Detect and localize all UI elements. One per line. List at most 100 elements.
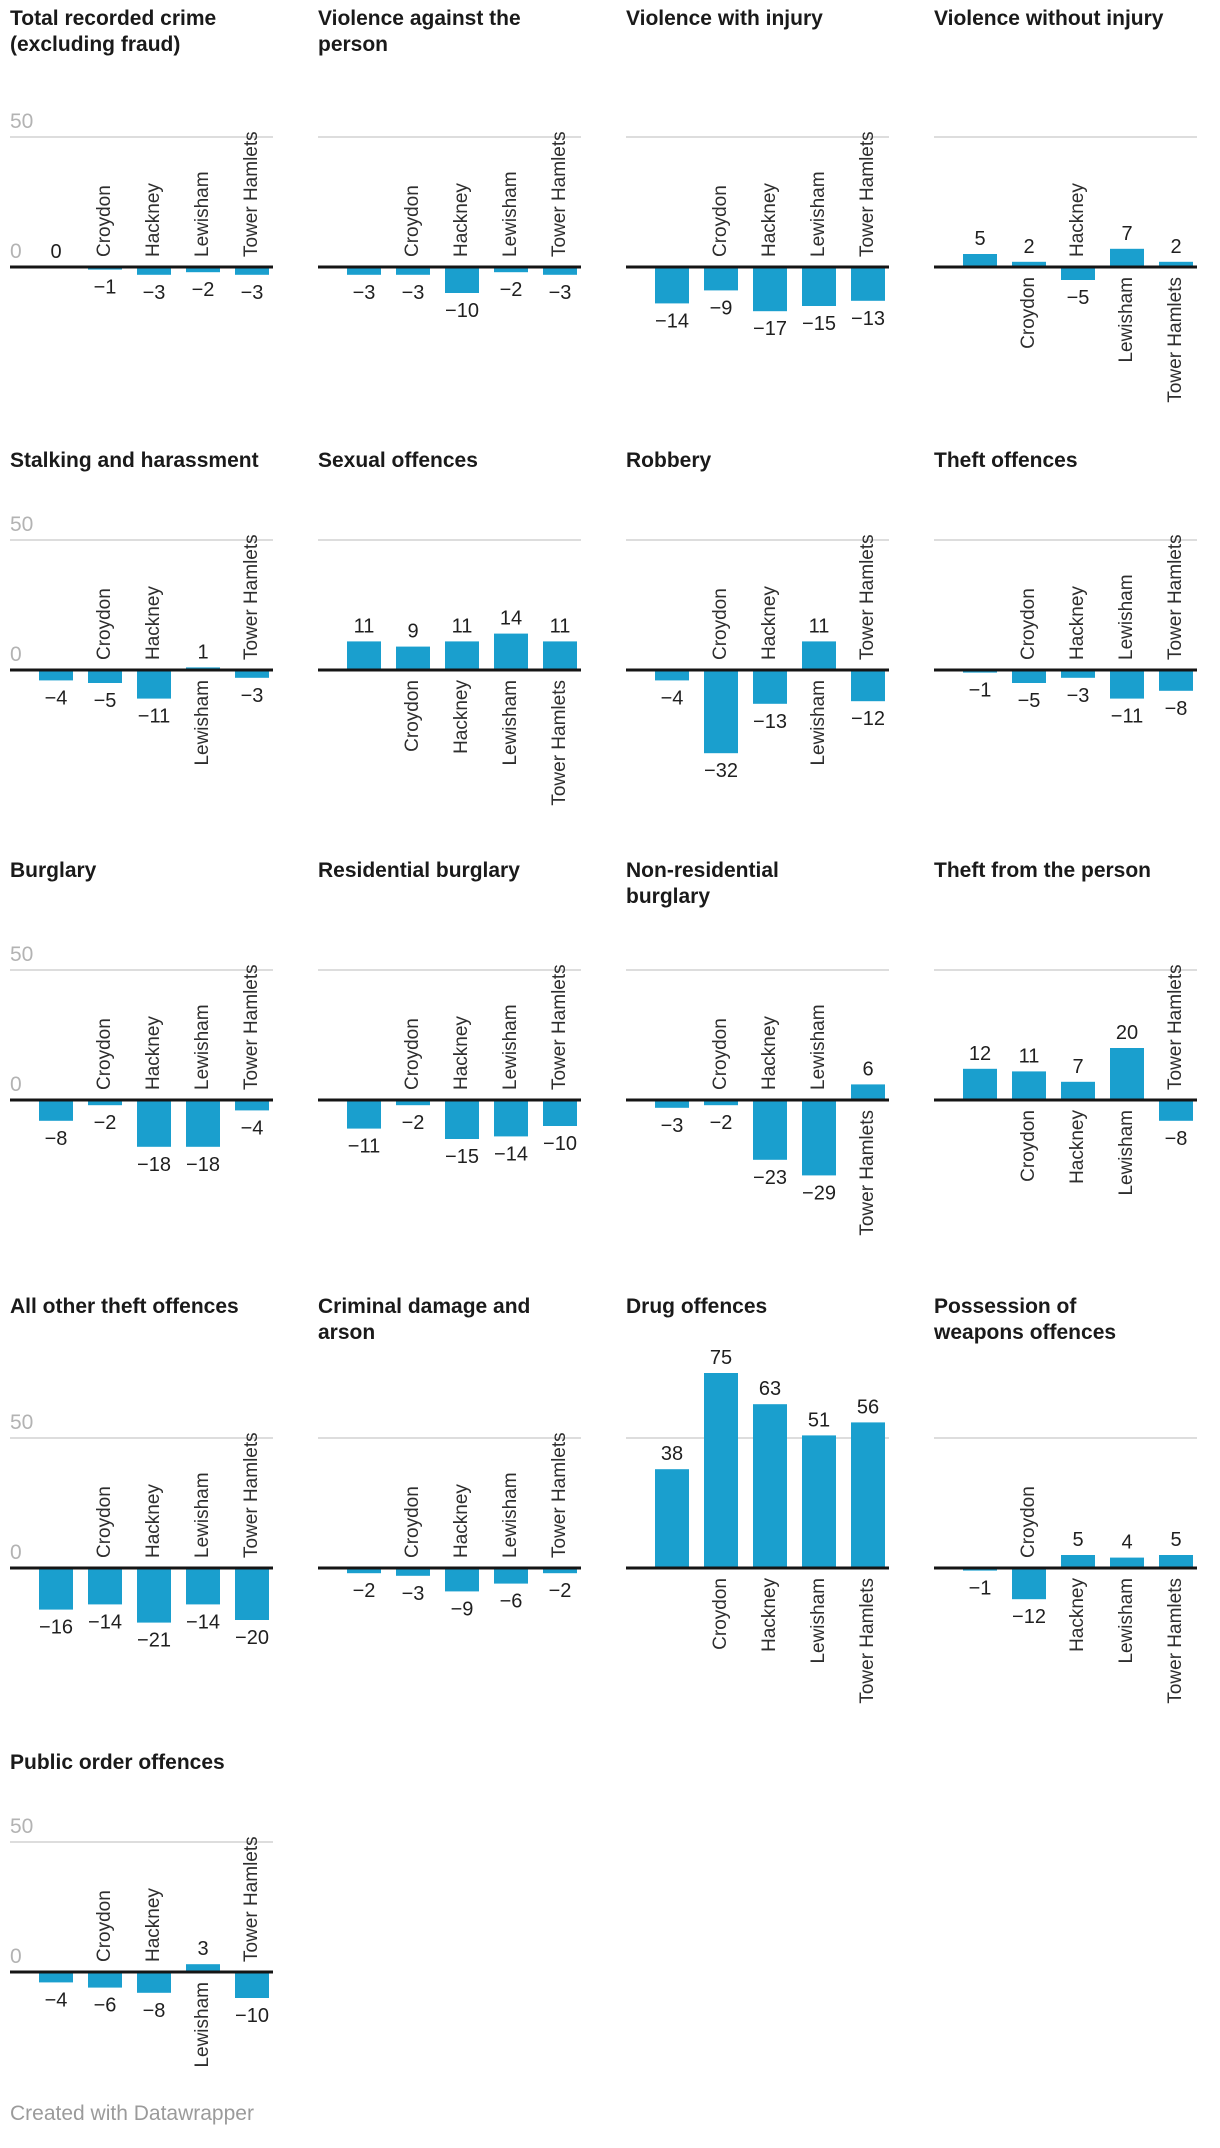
chart-possession-of-weapons-offences: Possession of weapons offences −1 −12 Croy…	[934, 1288, 1207, 1744]
category-label: Lewisham	[192, 680, 213, 766]
bar	[753, 1100, 787, 1160]
category-label: Lewisham	[500, 1004, 521, 1090]
category-label: Lewisham	[808, 1004, 829, 1090]
value-label: −3	[1067, 685, 1090, 707]
category-label: Tower Hamlets	[549, 680, 570, 806]
bar	[186, 267, 220, 273]
chart-title: Residential burglary	[318, 859, 520, 882]
bar	[1061, 1081, 1095, 1100]
chart-robbery: Robbery −4 −32 Croydon −13 Hackney 11 Lewisham…	[626, 442, 899, 852]
value-label: −11	[1111, 706, 1143, 728]
value-label: −4	[45, 687, 68, 709]
bar	[1159, 1555, 1193, 1568]
bar	[704, 670, 738, 754]
category-label: Croydon	[94, 185, 115, 257]
bar	[1110, 1048, 1144, 1100]
bar	[1061, 267, 1095, 280]
category-label: Croydon	[94, 588, 115, 660]
y-tick-label: 50	[10, 1815, 33, 1838]
bar	[655, 267, 689, 304]
value-label: −2	[402, 1112, 425, 1134]
bar	[655, 1100, 689, 1108]
bar	[1012, 1568, 1046, 1600]
y-tick-label: 50	[10, 110, 33, 133]
bar	[802, 1435, 836, 1568]
bar	[802, 267, 836, 306]
category-label: Hackney	[451, 1484, 472, 1558]
category-label: Lewisham	[1116, 574, 1137, 660]
category-label: Croydon	[710, 588, 731, 660]
value-label: 11	[809, 615, 830, 637]
value-label: −2	[549, 1580, 572, 1602]
category-label: Lewisham	[192, 1472, 213, 1558]
value-label: −21	[137, 1630, 171, 1652]
bar	[1061, 670, 1095, 678]
value-label: −17	[753, 318, 787, 340]
category-label: Hackney	[1067, 183, 1088, 257]
chart-plot: 11 9 Croydon 11 Hackney 14 Lewisham 11 Tower Ham…	[318, 539, 581, 806]
bar	[655, 670, 689, 681]
value-label: 51	[808, 1409, 830, 1431]
category-label: Hackney	[143, 586, 164, 660]
bar	[543, 1568, 577, 1574]
category-label: Croydon	[402, 1018, 423, 1090]
y-tick-label: 0	[10, 1945, 22, 1968]
category-label: Tower Hamlets	[549, 1432, 570, 1558]
bar	[963, 254, 997, 267]
category-label: Tower Hamlets	[857, 1578, 878, 1704]
y-tick-label: 0	[10, 1541, 22, 1564]
value-label: −13	[753, 711, 787, 733]
bar	[494, 633, 528, 670]
value-label: 7	[1121, 223, 1132, 245]
chart-plot: 0 50 −16 −14 Croydon −21 Hackney −14 Lewisham −20…	[10, 1411, 273, 1652]
value-label: 11	[452, 615, 473, 637]
value-label: −6	[500, 1591, 523, 1613]
category-label: Tower Hamlets	[241, 1432, 262, 1558]
chart-total-recorded-crime: Total recorded crime (excluding fraud) 0…	[10, 0, 283, 442]
y-tick-label: 0	[10, 240, 22, 263]
category-label: Hackney	[143, 183, 164, 257]
category-label: Croydon	[710, 1018, 731, 1090]
value-label: −3	[241, 685, 264, 707]
value-label: −4	[45, 1989, 68, 2011]
datawrapper-credit[interactable]: Created with Datawrapper	[10, 2102, 254, 2125]
bar	[235, 670, 269, 678]
bar	[963, 1068, 997, 1100]
bar	[88, 1568, 122, 1605]
chart-residential-burglary: Residential burglary −11 −2 Croydon −15 Hack…	[318, 852, 591, 1288]
value-label: 2	[1170, 236, 1181, 258]
chart-title: Burglary	[10, 859, 97, 882]
chart-plot: 0 50 −8 −2 Croydon −18 Hackney −18 Lewisham −4 Tow…	[10, 943, 273, 1176]
value-label: −10	[543, 1133, 577, 1155]
category-label: Tower Hamlets	[241, 131, 262, 257]
chart-violence-without-injury: Violence without injury 5 2 Croydon −5 Hackn…	[934, 0, 1207, 442]
value-label: −10	[445, 300, 479, 322]
bar	[396, 1568, 430, 1576]
bar	[1110, 248, 1144, 267]
bar	[186, 1568, 220, 1605]
value-label: −13	[851, 308, 885, 330]
bar	[543, 267, 577, 275]
value-label: −3	[241, 282, 264, 304]
bar	[396, 267, 430, 275]
category-label: Lewisham	[500, 680, 521, 766]
value-label: 11	[354, 615, 375, 637]
category-label: Lewisham	[500, 1472, 521, 1558]
chart-title: Criminal damage and arson	[318, 1295, 531, 1344]
chart-plot: −14 −9 Croydon −17 Hackney −15 Lewisham −13 Towe…	[626, 131, 889, 340]
value-label: −2	[94, 1112, 117, 1134]
value-label: −2	[353, 1580, 376, 1602]
chart-plot: 0 50 0 −1 Croydon −3 Hackney −2 Lewisham −3 Tower …	[10, 110, 273, 304]
value-label: 38	[661, 1443, 683, 1465]
value-label: −20	[235, 1627, 269, 1649]
value-label: 63	[759, 1378, 781, 1400]
value-label: −14	[186, 1611, 220, 1633]
value-label: −5	[1067, 287, 1090, 309]
chart-title: Sexual offences	[318, 449, 478, 472]
category-label: Hackney	[759, 1578, 780, 1652]
value-label: −3	[549, 282, 572, 304]
y-tick-label: 50	[10, 513, 33, 536]
value-label: 7	[1072, 1056, 1083, 1078]
category-label: Croydon	[402, 680, 423, 752]
